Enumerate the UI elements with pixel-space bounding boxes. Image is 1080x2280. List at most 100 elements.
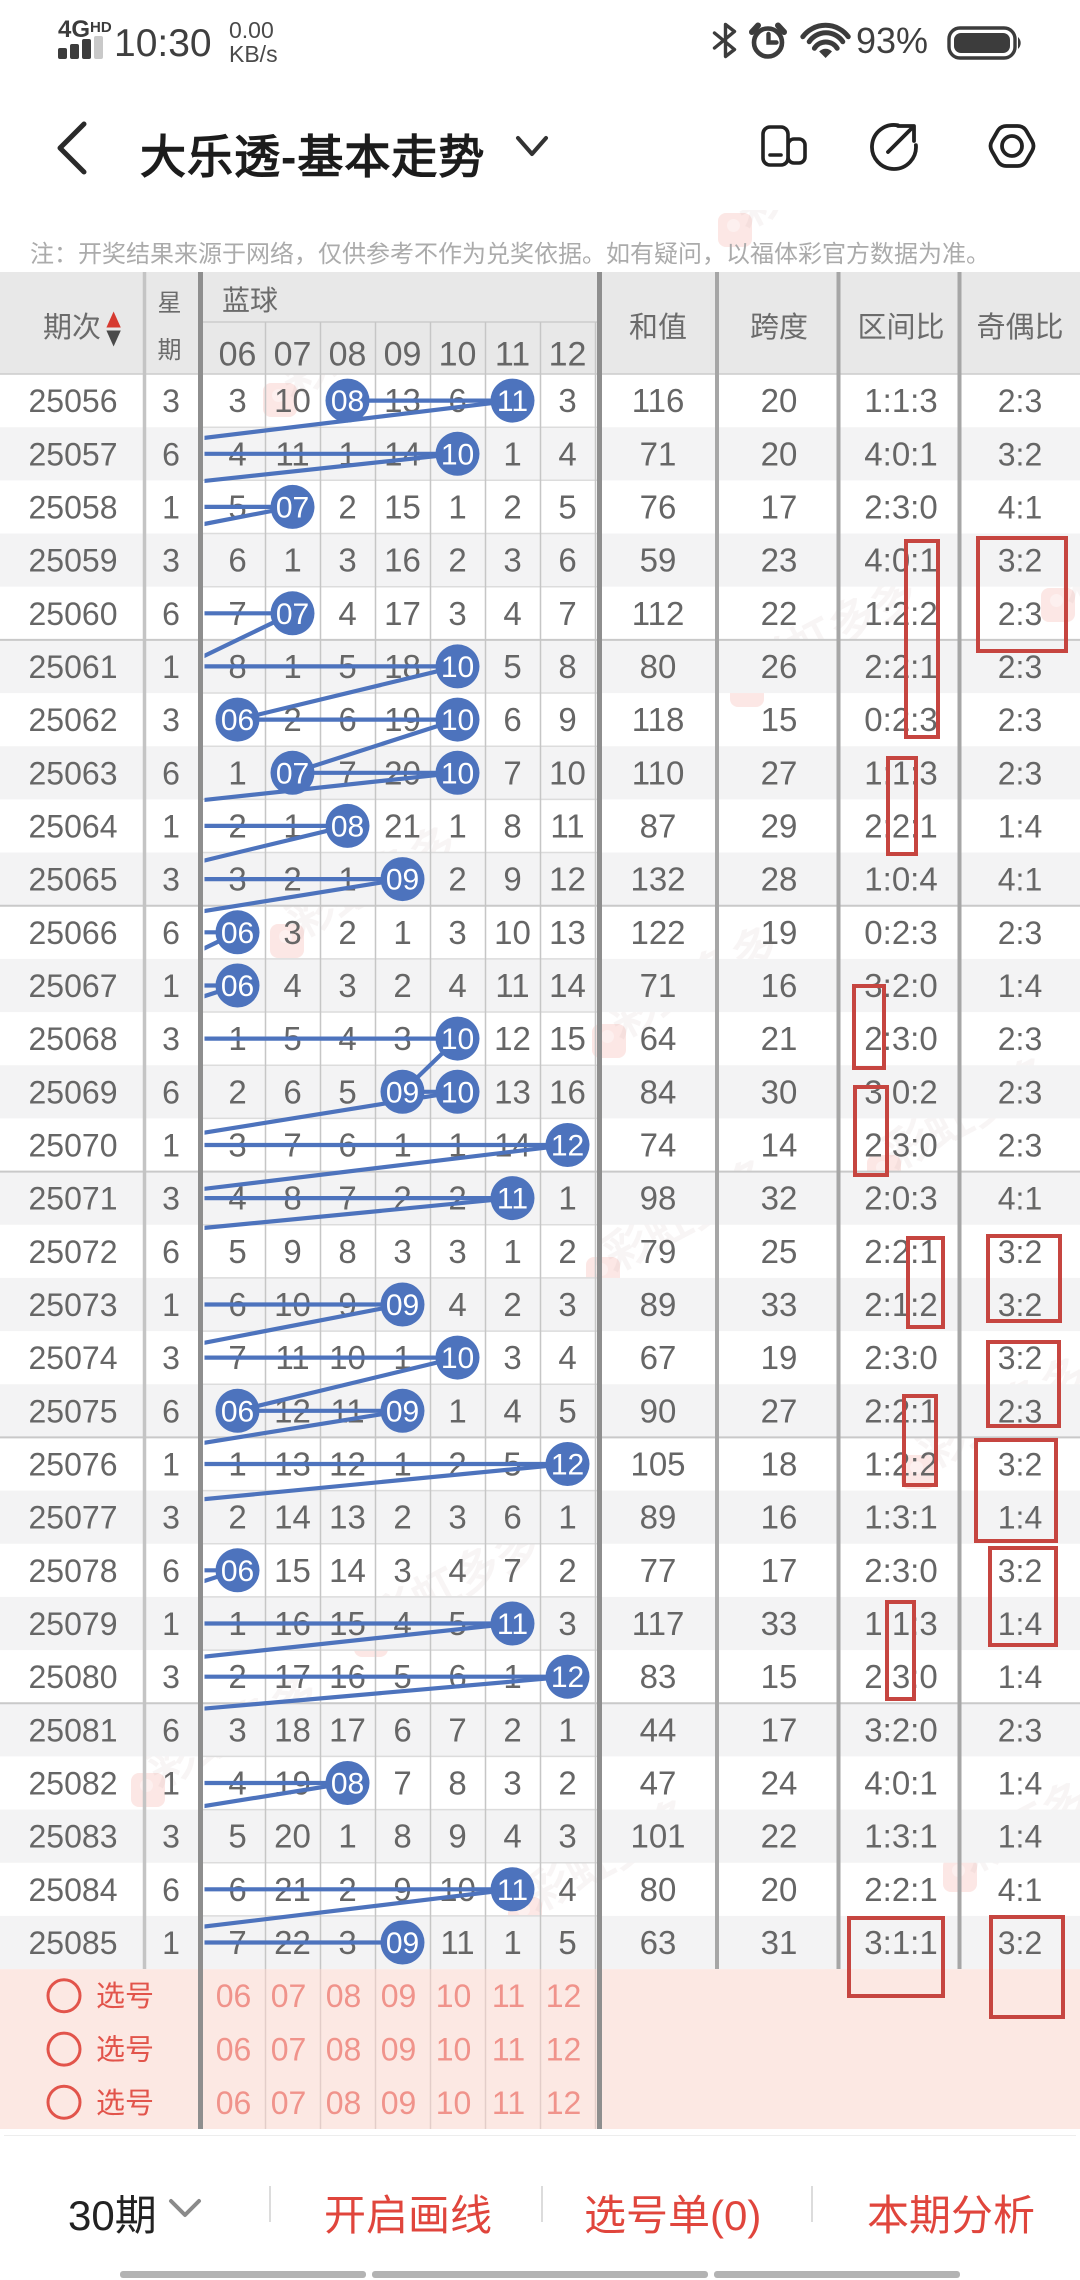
svg-text:1: 1 xyxy=(503,1924,521,1961)
svg-text:6: 6 xyxy=(503,701,521,738)
svg-text:1:4: 1:4 xyxy=(998,968,1042,1004)
svg-text:5: 5 xyxy=(558,1392,576,1429)
svg-text:跨度: 跨度 xyxy=(750,311,808,344)
svg-text:9: 9 xyxy=(283,1233,301,1270)
svg-text:25059: 25059 xyxy=(29,543,118,579)
svg-text:1: 1 xyxy=(558,1180,576,1217)
svg-text:90: 90 xyxy=(640,1392,677,1429)
svg-text:6: 6 xyxy=(162,436,180,472)
svg-text:44: 44 xyxy=(640,1711,677,1748)
svg-text:25077: 25077 xyxy=(29,1500,118,1536)
svg-text:1:1:3: 1:1:3 xyxy=(864,382,937,419)
svg-text:25065: 25065 xyxy=(29,862,118,898)
svg-text:1: 1 xyxy=(162,489,180,525)
svg-text:25068: 25068 xyxy=(29,1021,118,1057)
svg-text:09: 09 xyxy=(386,1395,419,1428)
svg-text:25083: 25083 xyxy=(29,1819,118,1855)
svg-text:10: 10 xyxy=(441,1076,474,1109)
svg-text:2: 2 xyxy=(228,1499,246,1536)
svg-text:25075: 25075 xyxy=(29,1393,118,1429)
svg-text:31: 31 xyxy=(761,1924,798,1961)
svg-text:07: 07 xyxy=(274,336,312,374)
svg-text:3: 3 xyxy=(162,383,180,419)
svg-text:25078: 25078 xyxy=(29,1553,118,1589)
svg-text:4: 4 xyxy=(503,1392,521,1429)
svg-text:22: 22 xyxy=(761,1818,798,1855)
svg-text:33: 33 xyxy=(761,1605,798,1642)
svg-text:3: 3 xyxy=(162,1819,180,1855)
svg-text:8: 8 xyxy=(558,648,576,685)
svg-text:63: 63 xyxy=(640,1924,677,1961)
svg-text:2: 2 xyxy=(448,542,466,579)
svg-text:25070: 25070 xyxy=(29,1128,118,1164)
svg-text:11: 11 xyxy=(497,1874,528,1907)
svg-text:18: 18 xyxy=(274,1711,311,1748)
svg-text:59: 59 xyxy=(640,542,677,579)
svg-text:6: 6 xyxy=(228,542,246,579)
svg-text:3: 3 xyxy=(503,1339,521,1376)
svg-text:8: 8 xyxy=(448,1765,466,1802)
svg-text:6: 6 xyxy=(162,755,180,791)
svg-text:6: 6 xyxy=(162,596,180,632)
svg-text:3: 3 xyxy=(503,542,521,579)
svg-text:25063: 25063 xyxy=(29,755,118,791)
svg-text:6: 6 xyxy=(162,1234,180,1270)
svg-text:25060: 25060 xyxy=(29,596,118,632)
svg-text:25082: 25082 xyxy=(29,1766,118,1802)
svg-text:11: 11 xyxy=(495,967,529,1004)
svg-text:10: 10 xyxy=(441,438,474,471)
svg-text:09: 09 xyxy=(384,336,422,374)
svg-text:1:3:1: 1:3:1 xyxy=(864,1499,937,1536)
svg-text:13: 13 xyxy=(549,914,586,951)
svg-text:2:3:0: 2:3:0 xyxy=(864,488,937,525)
svg-text:67: 67 xyxy=(640,1339,677,1376)
svg-text:07: 07 xyxy=(271,1978,307,2014)
svg-text:16: 16 xyxy=(549,1073,586,1110)
svg-text:9: 9 xyxy=(558,701,576,738)
svg-text:06: 06 xyxy=(216,2085,252,2121)
svg-text:1:0:4: 1:0:4 xyxy=(864,861,937,898)
svg-text:06: 06 xyxy=(221,704,254,737)
svg-text:08: 08 xyxy=(326,1978,362,2014)
svg-text:25066: 25066 xyxy=(29,915,118,951)
svg-text:84: 84 xyxy=(640,1073,677,1110)
svg-text:25074: 25074 xyxy=(29,1340,118,1376)
svg-text:3: 3 xyxy=(162,543,180,579)
svg-text:2:0:3: 2:0:3 xyxy=(864,1180,937,1217)
svg-text:12: 12 xyxy=(551,1130,584,1163)
svg-text:3: 3 xyxy=(162,862,180,898)
svg-text:2:3:0: 2:3:0 xyxy=(864,1020,937,1057)
svg-text:0:2:3: 0:2:3 xyxy=(864,914,937,951)
svg-text:1:1:3: 1:1:3 xyxy=(864,1605,937,1642)
svg-text:25057: 25057 xyxy=(29,436,118,472)
svg-text:2:3: 2:3 xyxy=(998,383,1042,419)
svg-text:08: 08 xyxy=(331,385,364,418)
svg-text:区间比: 区间比 xyxy=(857,311,944,344)
svg-text:15: 15 xyxy=(384,488,421,525)
svg-text:2:1:2: 2:1:2 xyxy=(864,1286,937,1323)
svg-text:4:1: 4:1 xyxy=(998,1181,1042,1217)
svg-text:122: 122 xyxy=(630,914,685,951)
svg-text:2:3: 2:3 xyxy=(998,915,1042,951)
svg-text:3: 3 xyxy=(162,1500,180,1536)
svg-text:12: 12 xyxy=(546,2032,582,2068)
svg-text:1: 1 xyxy=(448,807,466,844)
svg-text:1:4: 1:4 xyxy=(998,1659,1042,1695)
svg-text:6: 6 xyxy=(162,1712,180,1748)
svg-text:10: 10 xyxy=(436,2085,472,2121)
svg-text:2: 2 xyxy=(393,967,411,1004)
svg-text:5: 5 xyxy=(558,1924,576,1961)
svg-text:25073: 25073 xyxy=(29,1287,118,1323)
svg-text:20: 20 xyxy=(761,1871,798,1908)
svg-text:25084: 25084 xyxy=(29,1872,118,1908)
svg-text:2:3:0: 2:3:0 xyxy=(864,1127,937,1164)
svg-text:06: 06 xyxy=(221,970,254,1003)
svg-text:6: 6 xyxy=(283,1073,301,1110)
svg-text:6: 6 xyxy=(162,915,180,951)
svg-text:4: 4 xyxy=(338,595,356,632)
svg-text:12: 12 xyxy=(549,336,587,374)
svg-text:3:1:1: 3:1:1 xyxy=(864,1924,937,1961)
svg-text:2: 2 xyxy=(503,1286,521,1323)
svg-text:8: 8 xyxy=(503,807,521,844)
svg-text:19: 19 xyxy=(761,1339,798,1376)
